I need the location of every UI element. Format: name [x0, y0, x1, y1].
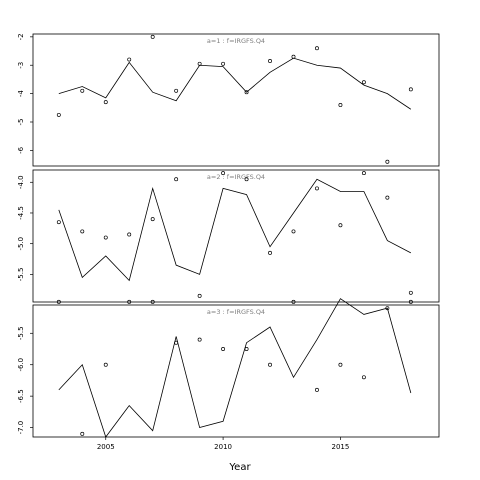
y-tick-label: -5.5: [17, 326, 25, 340]
data-point: [174, 88, 179, 93]
data-point: [244, 347, 249, 351]
data-point: [80, 229, 85, 234]
x-tick-label: 2015: [332, 443, 350, 451]
data-point: [56, 299, 61, 304]
data-point: [385, 159, 390, 164]
data-point: [315, 387, 319, 392]
panel-1: a=1 : f=IRGFS.Q4 -2 -3 -4 -5 -6: [17, 33, 440, 167]
panel-label: a=2 : f=IRGFS.Q4: [207, 173, 265, 181]
data-point: [268, 362, 272, 367]
panel-frame: [32, 304, 440, 438]
data-point: [56, 112, 61, 117]
data-point: [174, 177, 179, 182]
data-point: [291, 54, 296, 59]
data-point: [291, 299, 296, 304]
panel-frame: [32, 169, 440, 303]
data-point: [221, 61, 226, 66]
data-point: [361, 171, 366, 176]
data-point: [338, 362, 343, 367]
data-point: [315, 46, 319, 51]
y-tick-label: -5.5: [17, 268, 25, 282]
data-point: [338, 103, 343, 107]
data-point: [408, 87, 413, 92]
data-point: [315, 186, 319, 191]
x-axis: 2005 2010 2015: [97, 437, 350, 451]
data-point: [197, 61, 202, 66]
series-line: [58, 178, 412, 282]
data-point: [174, 340, 179, 345]
data-point: [338, 223, 343, 228]
y-tick-label: -4.0: [17, 175, 25, 189]
data-point: [80, 431, 85, 436]
data-point: [221, 171, 226, 176]
y-tick-label: -5.0: [17, 237, 25, 251]
data-point: [197, 293, 202, 298]
panel-label: a=3 : f=IRGFS.Q4: [207, 308, 265, 316]
y-tick-label: -5: [17, 119, 25, 126]
series-line: [58, 57, 412, 110]
y-tick-label: -6.0: [17, 358, 25, 372]
y-tick-label: -6.5: [17, 389, 25, 403]
x-axis-title: Year: [228, 462, 251, 473]
data-point: [291, 229, 296, 234]
data-point: [197, 337, 202, 342]
data-point: [56, 220, 61, 225]
data-point: [385, 195, 390, 200]
data-point: [361, 375, 366, 380]
panel-3: a=3 : f=IRGFS.Q4 -5.5 -6.0 -6.5 -7.0: [17, 298, 440, 438]
y-tick-label: -4: [17, 90, 25, 98]
data-point: [103, 100, 108, 105]
data-point: [408, 299, 413, 304]
data-point: [150, 217, 155, 222]
data-point: [150, 34, 155, 39]
data-point: [268, 250, 272, 255]
x-tick-label: 2005: [97, 443, 115, 451]
data-point: [385, 306, 390, 311]
y-tick-label: -7.0: [17, 421, 25, 435]
data-point: [244, 90, 249, 95]
panel-frame: [32, 33, 440, 167]
data-point: [268, 59, 272, 63]
data-point: [103, 235, 108, 240]
panel-label: a=1 : f=IRGFS.Q4: [207, 37, 265, 45]
data-point: [361, 80, 366, 85]
data-point: [103, 362, 108, 367]
y-tick-label: -4.5: [17, 206, 25, 220]
y-tick-label: -6: [17, 146, 25, 154]
y-tick-label: -3: [17, 62, 25, 69]
x-tick-label: 2010: [214, 443, 232, 451]
panel-2: a=2 : f=IRGFS.Q4 -4.0 -4.5 -5.0 -5.5: [17, 169, 440, 303]
data-point: [150, 299, 155, 304]
data-point: [221, 347, 226, 351]
series-line: [58, 298, 412, 438]
y-tick-label: -2: [17, 33, 25, 40]
data-point: [127, 57, 132, 62]
data-point: [408, 290, 413, 295]
data-point: [244, 177, 249, 182]
data-point: [127, 232, 132, 237]
panels: a=1 : f=IRGFS.Q4 -2 -3 -4 -5 -6 a=2 : f=IRGFS.…: [17, 33, 440, 438]
data-point: [127, 299, 132, 304]
data-point: [80, 88, 85, 93]
